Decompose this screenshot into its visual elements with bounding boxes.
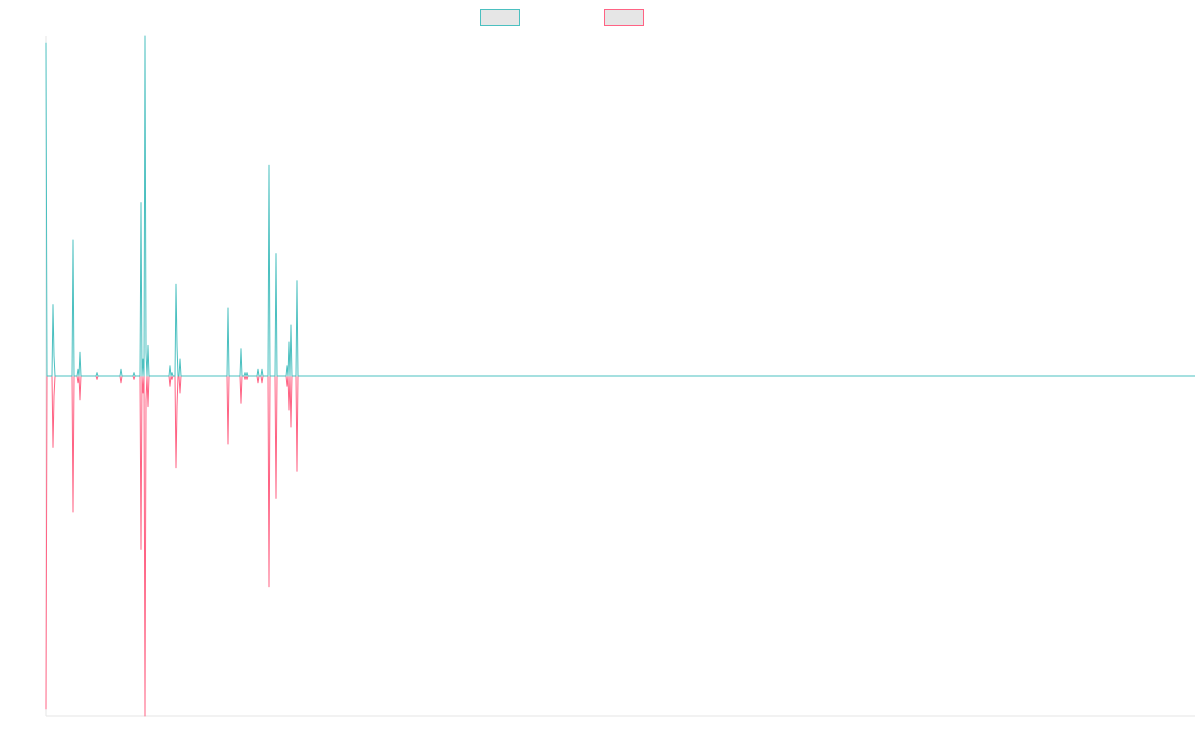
legend-swatch-series-a[interactable] (480, 9, 520, 26)
series-b-line (45, 375, 1195, 717)
series-layer (45, 35, 1195, 717)
series-a-line (45, 35, 1195, 377)
legend-swatch-series-b[interactable] (604, 9, 644, 26)
